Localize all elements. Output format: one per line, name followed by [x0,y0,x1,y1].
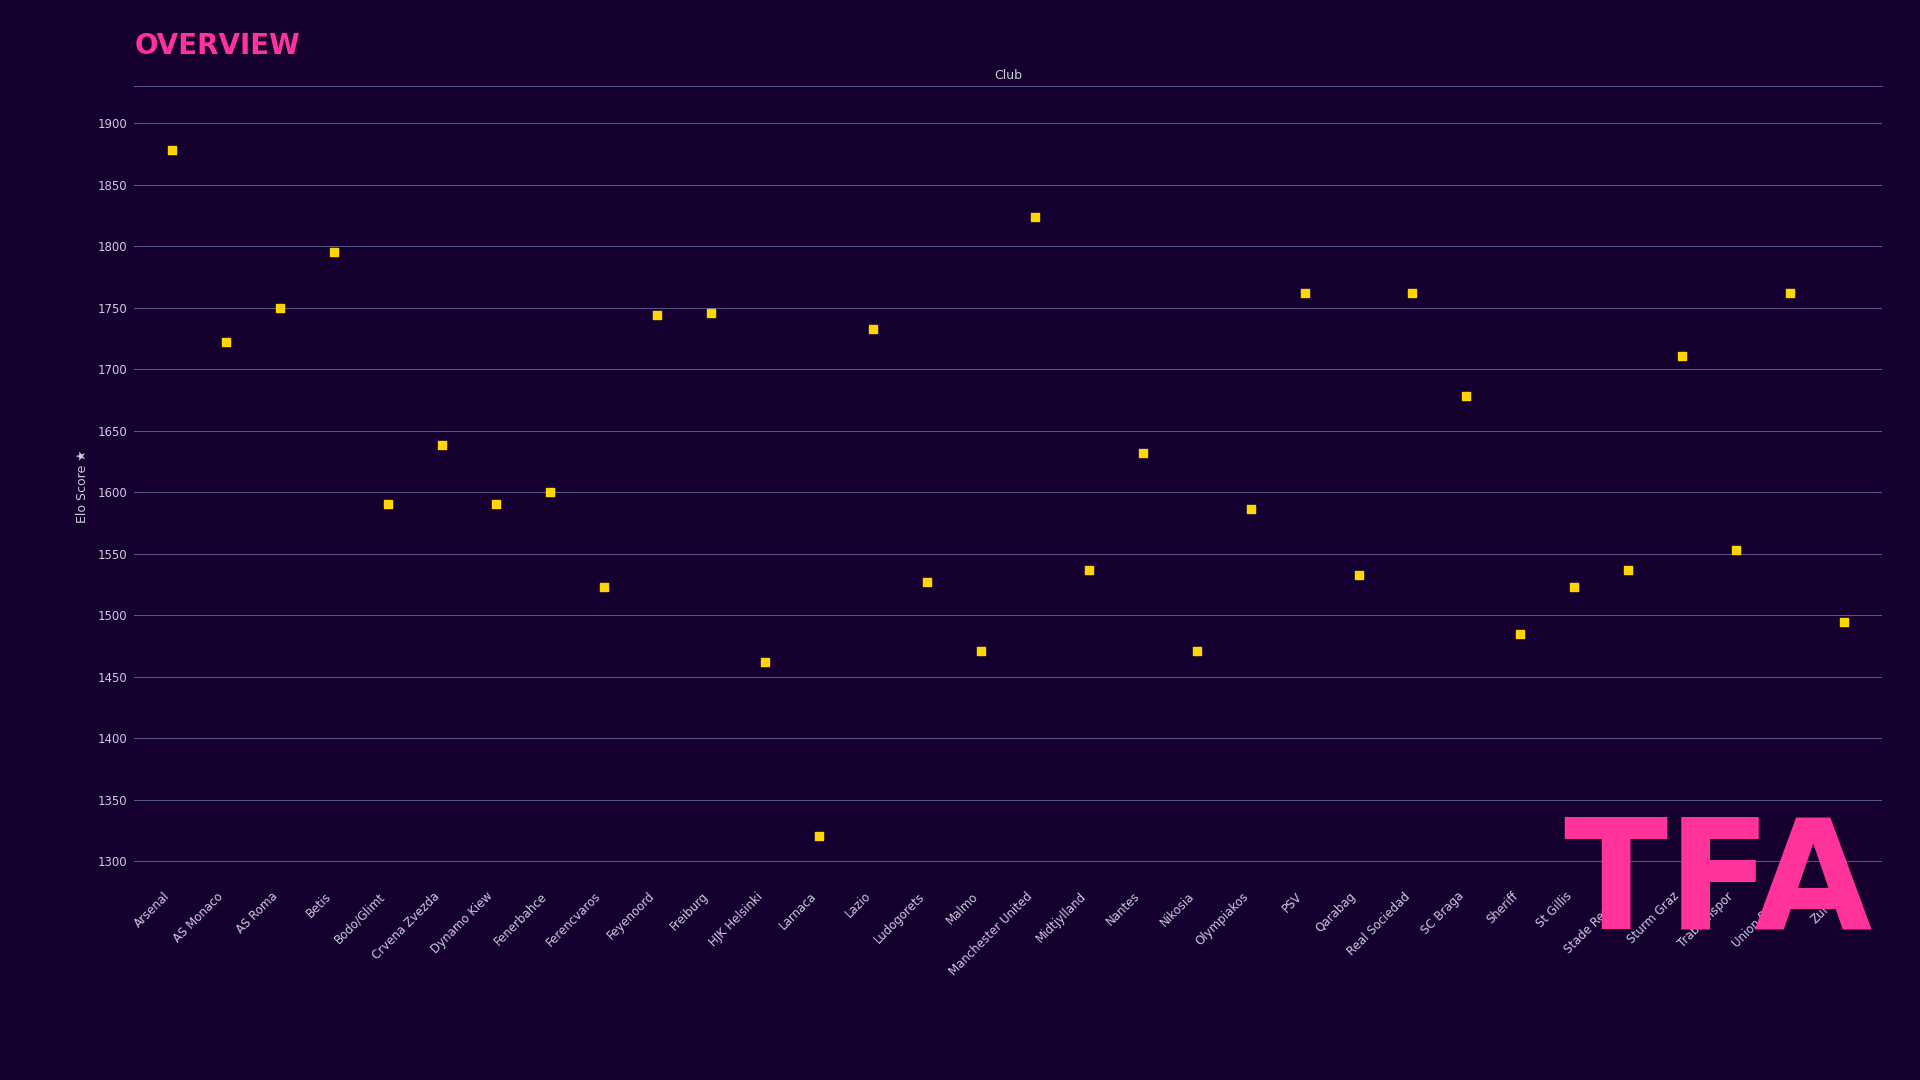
Point [319,244,349,261]
Point [534,484,564,501]
Point [480,496,511,513]
Point [1235,501,1265,518]
Y-axis label: Elo Score ★: Elo Score ★ [77,449,90,523]
Point [1073,561,1104,578]
Text: OVERVIEW: OVERVIEW [134,32,300,60]
Point [265,299,296,316]
Point [1288,284,1319,301]
Point [1452,388,1482,405]
Point [211,334,242,351]
Point [157,141,188,159]
Point [751,653,781,671]
Point [1720,541,1751,558]
X-axis label: Club: Club [995,69,1021,82]
Point [1181,643,1212,660]
Point [912,573,943,591]
Point [588,578,618,595]
Point [1559,578,1590,595]
Point [697,303,728,321]
Point [858,320,889,337]
Point [372,496,403,513]
Point [641,307,672,324]
Point [426,436,457,454]
Point [1505,625,1536,643]
Point [1613,561,1644,578]
Point [1774,284,1805,301]
Text: TFA: TFA [1563,811,1874,960]
Point [1828,613,1859,631]
Point [1020,208,1050,226]
Point [804,827,835,845]
Point [1127,444,1158,461]
Point [966,643,996,660]
Point [1667,347,1697,364]
Point [1398,284,1428,301]
Point [1344,566,1375,583]
